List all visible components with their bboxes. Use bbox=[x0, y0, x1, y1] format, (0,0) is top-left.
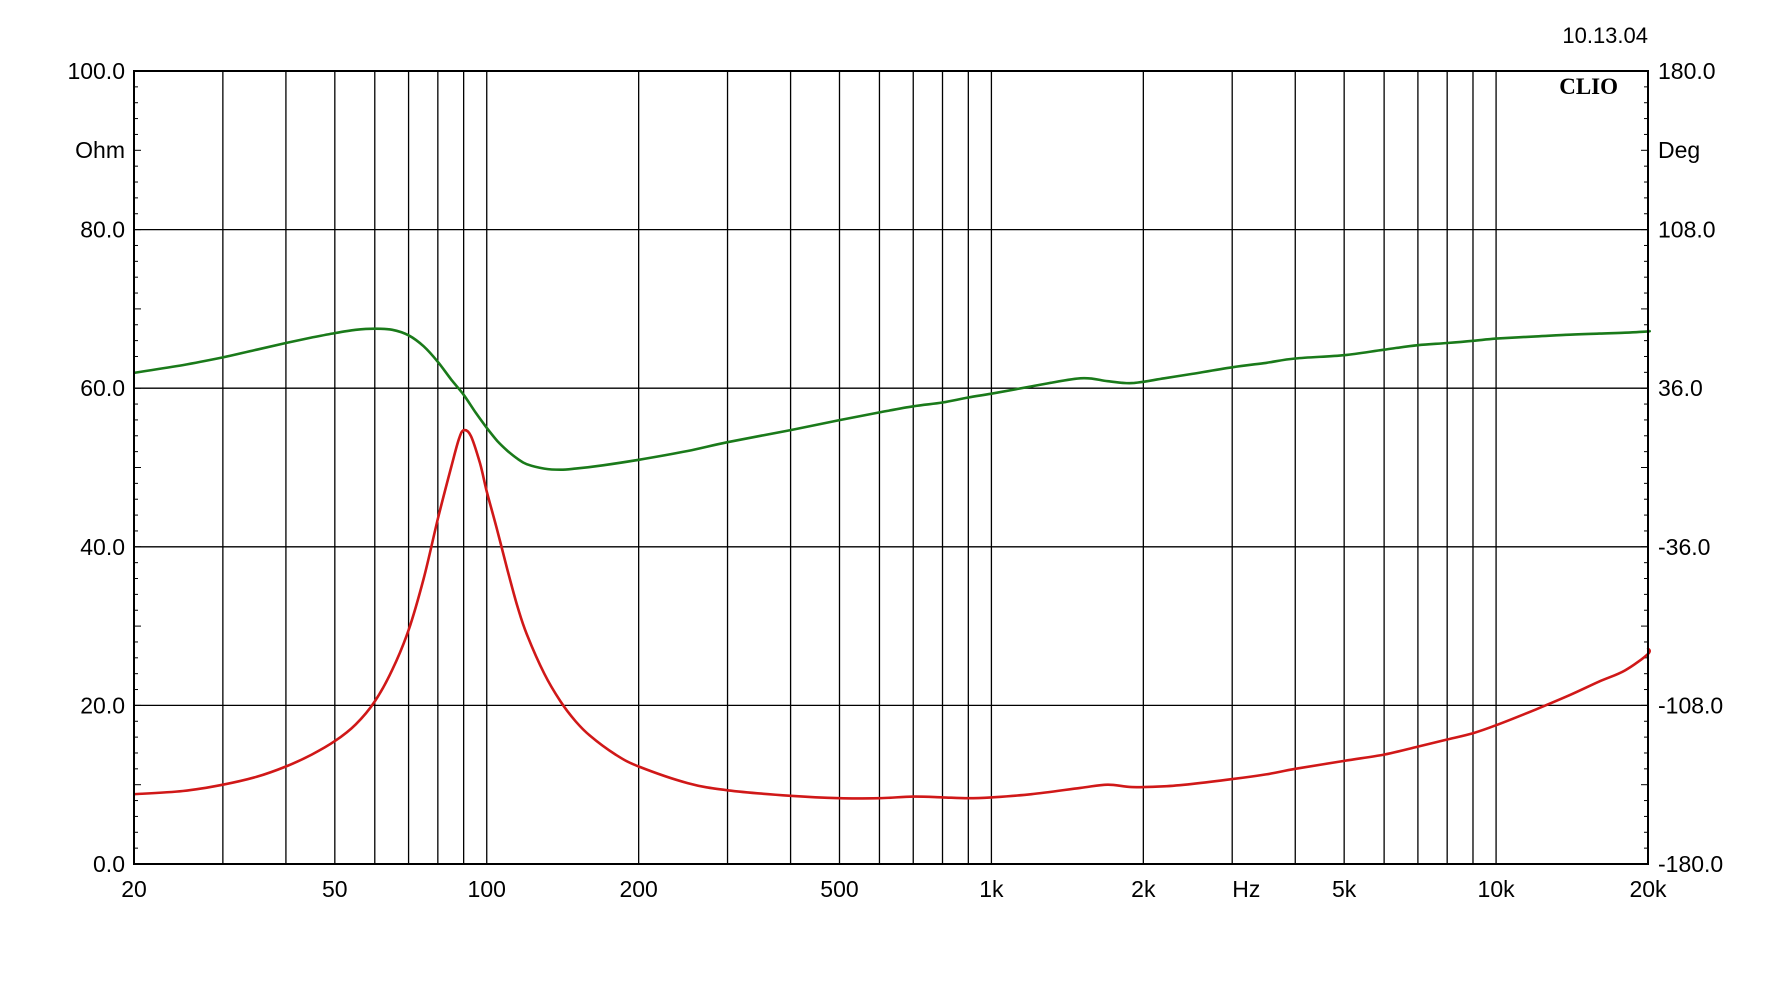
right-y-tick-label: -108.0 bbox=[1658, 692, 1723, 718]
plot-frame bbox=[133, 70, 1649, 865]
right-y-tick-label: 108.0 bbox=[1658, 217, 1716, 243]
right-y-tick-label: 36.0 bbox=[1658, 375, 1703, 401]
series-layer bbox=[133, 327, 1651, 800]
x-tick-label: 20k bbox=[1629, 876, 1667, 902]
x-tick-label: 50 bbox=[322, 876, 348, 902]
x-tick-label: 200 bbox=[619, 876, 657, 902]
phase-curve bbox=[133, 327, 1651, 471]
x-tick-label: 5k bbox=[1332, 876, 1357, 902]
right-y-tick-label: 180.0 bbox=[1658, 58, 1716, 84]
x-tick-label: 100 bbox=[468, 876, 506, 902]
axis-labels: 20 50 100 200 500 1k 2k 5k 10k 20k 0.0 20.0 40.0 60.0… bbox=[67, 58, 1723, 902]
left-y-tick-label: 20.0 bbox=[80, 692, 125, 718]
left-axis-unit-label: Ohm bbox=[75, 137, 125, 163]
x-tick-label: 20 bbox=[121, 876, 147, 902]
left-y-tick-label: 60.0 bbox=[80, 375, 125, 401]
date-stamp: 10.13.04 bbox=[1562, 23, 1648, 48]
impedance-curve bbox=[133, 428, 1651, 800]
x-tick-label: 2k bbox=[1131, 876, 1156, 902]
right-y-tick-label: -36.0 bbox=[1658, 534, 1710, 560]
right-y-tick-label: -180.0 bbox=[1658, 851, 1723, 877]
left-y-tick-label: 0.0 bbox=[93, 851, 125, 877]
right-axis-unit-label: Deg bbox=[1658, 137, 1700, 163]
left-y-tick-label: 40.0 bbox=[80, 534, 125, 560]
x-tick-label: 10k bbox=[1478, 876, 1516, 902]
left-y-tick-label: 80.0 bbox=[80, 217, 125, 243]
x-tick-label: 1k bbox=[979, 876, 1004, 902]
x-axis-unit-label: Hz bbox=[1232, 876, 1260, 902]
left-y-tick-label: 100.0 bbox=[67, 58, 125, 84]
clio-brand-label: CLIO bbox=[1559, 74, 1618, 99]
x-tick-label: 500 bbox=[820, 876, 858, 902]
